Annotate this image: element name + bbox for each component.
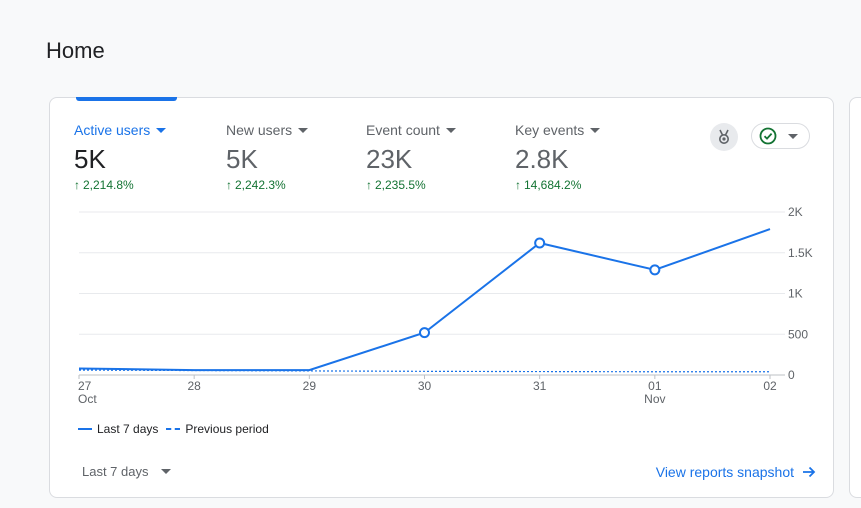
caret-down-icon (298, 127, 309, 133)
x-tick-label: 29 (303, 379, 317, 393)
metric-label[interactable]: New users (226, 122, 309, 138)
page-title: Home (46, 38, 105, 63)
metric-value: 2.8K (515, 144, 569, 174)
caret-down-icon (590, 127, 601, 133)
metric-value: 5K (226, 144, 258, 174)
data-point-marker (419, 327, 430, 339)
metric-change: ↑ 2,242.3% (226, 178, 286, 192)
legend-swatch-solid (78, 428, 92, 430)
chevron-down-icon (788, 133, 798, 139)
y-tick-label: 500 (788, 327, 808, 341)
active-tab-indicator (76, 97, 177, 101)
y-tick-label: 2K (788, 205, 803, 219)
x-tick-sublabel: Oct (78, 392, 97, 406)
x-tick-sublabel: Nov (644, 392, 665, 406)
metric-label[interactable]: Key events (515, 122, 601, 138)
x-tick-label: 02 (763, 379, 777, 393)
metric-change: ↑ 14,684.2% (515, 178, 582, 192)
arrow-up-icon: ↑ (366, 178, 372, 192)
metric-change: ↑ 2,214.8% (74, 178, 134, 192)
y-tick-label: 0 (788, 368, 795, 382)
arrow-up-icon: ↑ (74, 178, 80, 192)
data-point-marker (534, 237, 546, 249)
insights-icon[interactable] (710, 123, 738, 151)
status-dropdown[interactable] (751, 123, 810, 149)
adjacent-card-edge (849, 97, 861, 498)
caret-down-icon (445, 127, 456, 133)
legend-item-current[interactable]: Last 7 days (78, 422, 158, 436)
arrow-right-icon (803, 466, 816, 478)
x-tick-label: 01 (648, 379, 662, 393)
data-point-marker (649, 264, 661, 276)
x-tick-label: 31 (533, 379, 547, 393)
y-tick-label: 1.5K (788, 246, 813, 260)
insights-glyph (719, 129, 729, 144)
arrow-up-icon: ↑ (226, 178, 232, 192)
x-tick-label: 27 (78, 379, 92, 393)
metric-tab-active-users[interactable]: Active users 5K ↑ 2,214.8% (74, 122, 167, 192)
summary-card: Active users 5K ↑ 2,214.8% New users 5K ↑… (49, 97, 834, 498)
chart-legend: Last 7 days Previous period (78, 422, 269, 436)
caret-down-icon (156, 127, 167, 133)
series-previous-period-line (78, 369, 770, 373)
date-range-dropdown[interactable]: Last 7 days (82, 464, 171, 479)
metric-value: 23K (366, 144, 413, 174)
arrow-up-icon: ↑ (515, 178, 521, 192)
metric-tab-new-users[interactable]: New users 5K ↑ 2,242.3% (226, 122, 309, 192)
metric-value: 5K (74, 144, 106, 174)
x-tick-label: 28 (187, 379, 201, 393)
legend-swatch-dashed (166, 428, 181, 430)
metric-change: ↑ 2,235.5% (366, 178, 426, 192)
chevron-down-icon (160, 469, 171, 474)
metric-tab-key-events[interactable]: Key events 2.8K ↑ 14,684.2% (515, 122, 601, 192)
metric-tab-event-count[interactable]: Event count 23K ↑ 2,235.5% (366, 122, 456, 192)
y-tick-label: 1K (788, 287, 803, 301)
check-circle-icon (759, 127, 777, 145)
x-tick-label: 30 (418, 379, 432, 393)
metric-label[interactable]: Active users (74, 122, 167, 138)
series-last-7-days-line (78, 228, 771, 372)
legend-item-previous[interactable]: Previous period (166, 422, 269, 436)
metric-label[interactable]: Event count (366, 122, 456, 138)
view-reports-snapshot-link[interactable]: View reports snapshot (656, 464, 816, 480)
